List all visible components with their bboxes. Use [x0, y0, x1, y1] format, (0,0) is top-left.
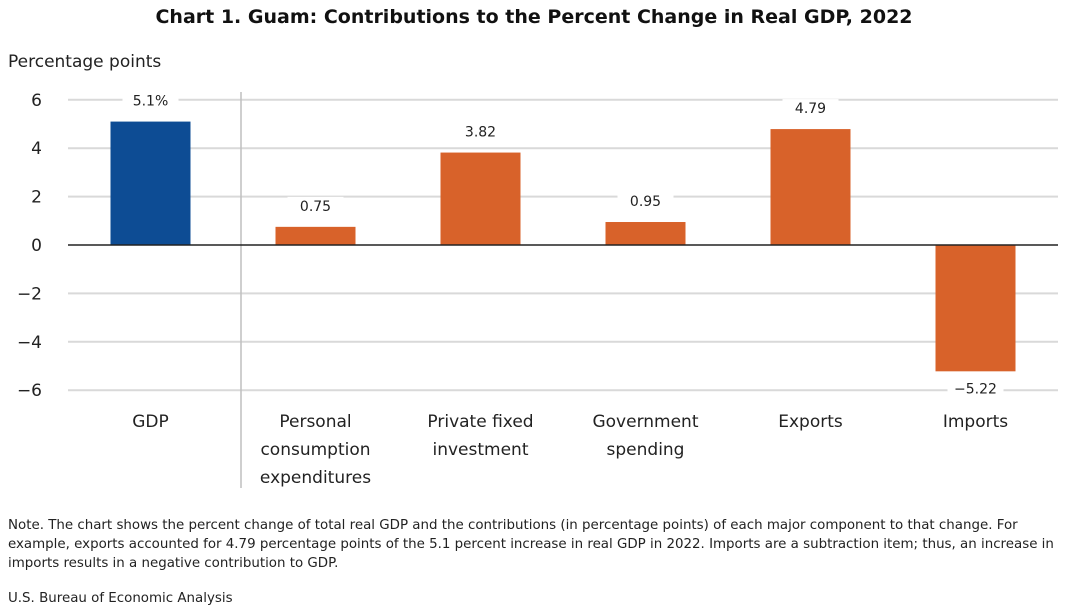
bar [605, 222, 686, 245]
category-label: consumption [260, 440, 370, 460]
chart-title: Chart 1. Guam: Contributions to the Perc… [155, 6, 913, 28]
chart-source: U.S. Bureau of Economic Analysis [8, 591, 233, 606]
y-tick-label: −2 [17, 284, 42, 304]
data-label: 3.82 [465, 125, 496, 141]
category-label: spending [607, 440, 685, 460]
data-label: 0.95 [630, 194, 661, 210]
bar [935, 245, 1016, 372]
data-label: −5.22 [954, 381, 997, 397]
y-tick-label: 4 [31, 139, 42, 159]
data-label: 4.79 [795, 101, 826, 117]
y-tick-label: 6 [31, 91, 42, 111]
y-tick-label: 2 [31, 188, 42, 208]
bar [110, 121, 191, 245]
category-label: GDP [132, 412, 169, 432]
y-axis-label: Percentage points [8, 52, 162, 72]
y-tick-label: −6 [17, 381, 42, 401]
category-label: Government [592, 412, 698, 432]
data-label-bg [452, 122, 509, 142]
category-label: expenditures [260, 468, 371, 488]
data-label-bg [617, 192, 674, 212]
category-label: Private fixed [427, 412, 533, 432]
data-label-bg [947, 379, 1004, 399]
y-tick-label: 0 [31, 236, 42, 256]
chart-note: Note. The chart shows the percent change… [8, 518, 1054, 571]
data-label: 0.75 [300, 199, 331, 215]
y-tick-label: −4 [17, 333, 42, 353]
category-label: Personal [279, 412, 351, 432]
data-label-bg [287, 196, 344, 216]
bar [440, 152, 521, 245]
category-label: Exports [778, 412, 843, 432]
bar [275, 226, 356, 245]
data-label-bg [782, 99, 839, 119]
bar-chart: 6 4 2 0 −2 −4 −6 5.1% GDP 0.75 Personal consumption… [17, 91, 1058, 488]
category-label: Imports [943, 412, 1008, 432]
bar [770, 129, 851, 245]
data-label: 5.1% [133, 94, 169, 110]
category-label: investment [433, 440, 529, 460]
data-label-bg [122, 91, 179, 111]
